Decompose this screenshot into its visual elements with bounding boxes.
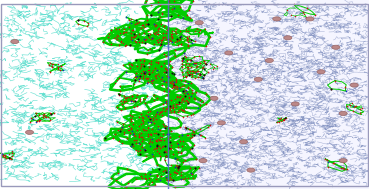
Circle shape [25, 130, 34, 134]
Circle shape [265, 58, 273, 63]
Circle shape [339, 111, 347, 115]
Circle shape [11, 40, 19, 44]
Bar [0, 0, 168, 189]
Circle shape [306, 17, 314, 21]
Circle shape [195, 21, 203, 25]
Circle shape [273, 17, 281, 21]
Circle shape [291, 102, 299, 106]
Circle shape [339, 159, 347, 163]
Circle shape [254, 77, 262, 81]
Bar [168, 0, 369, 189]
Circle shape [284, 36, 292, 40]
Circle shape [317, 70, 325, 74]
Circle shape [225, 51, 233, 55]
Circle shape [210, 96, 218, 100]
Circle shape [217, 121, 225, 125]
Circle shape [199, 159, 207, 163]
Circle shape [247, 168, 255, 172]
Circle shape [332, 45, 340, 49]
Circle shape [239, 140, 248, 144]
Circle shape [350, 83, 358, 87]
